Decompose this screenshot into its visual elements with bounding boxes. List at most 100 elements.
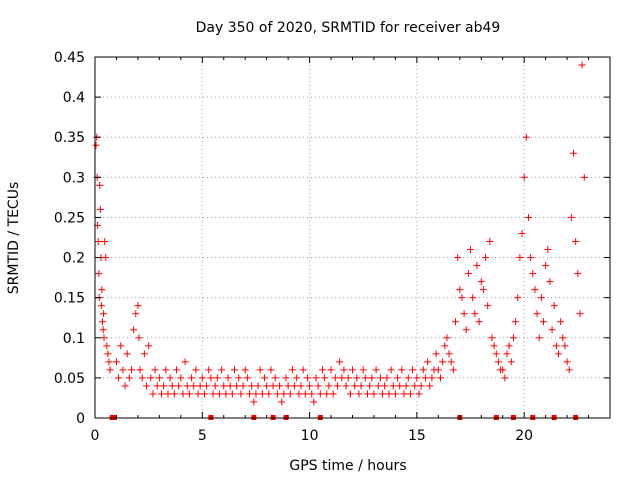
data-point bbox=[454, 254, 462, 262]
data-point bbox=[92, 141, 100, 149]
data-point bbox=[282, 374, 290, 382]
data-point bbox=[265, 390, 273, 398]
data-point bbox=[312, 374, 320, 382]
data-point bbox=[563, 358, 571, 366]
data-point bbox=[462, 326, 470, 334]
data-point bbox=[419, 366, 427, 374]
data-point bbox=[548, 326, 556, 334]
data-point bbox=[509, 334, 517, 342]
data-point bbox=[252, 390, 260, 398]
data-point bbox=[570, 149, 578, 157]
data-point bbox=[136, 366, 144, 374]
data-point bbox=[381, 382, 389, 390]
data-point bbox=[97, 302, 105, 310]
data-point bbox=[286, 390, 294, 398]
x-tick-label: 20 bbox=[515, 428, 533, 444]
data-point bbox=[346, 390, 354, 398]
data-point bbox=[329, 390, 337, 398]
data-point bbox=[224, 374, 232, 382]
data-point bbox=[561, 342, 569, 350]
data-point bbox=[228, 390, 236, 398]
data-point bbox=[539, 318, 547, 326]
data-point bbox=[273, 390, 281, 398]
chart-title: Day 350 of 2020, SRMTID for receiver ab4… bbox=[196, 20, 501, 36]
data-point bbox=[357, 382, 365, 390]
data-point bbox=[520, 173, 528, 181]
data-point bbox=[535, 334, 543, 342]
data-point bbox=[415, 390, 423, 398]
data-point bbox=[100, 310, 108, 318]
data-point bbox=[379, 390, 387, 398]
data-point bbox=[353, 374, 361, 382]
data-point bbox=[557, 318, 565, 326]
y-tick-label: 0.1 bbox=[63, 331, 85, 347]
data-point bbox=[396, 382, 404, 390]
data-point bbox=[248, 382, 256, 390]
data-point bbox=[351, 382, 359, 390]
data-point bbox=[230, 366, 238, 374]
data-point bbox=[376, 374, 384, 382]
data-point bbox=[151, 366, 159, 374]
data-point bbox=[162, 366, 170, 374]
data-point bbox=[531, 286, 539, 294]
data-point bbox=[246, 390, 253, 398]
data-point bbox=[527, 254, 535, 262]
data-point bbox=[100, 334, 108, 342]
data-point bbox=[269, 382, 277, 390]
data-point bbox=[366, 382, 374, 390]
data-point bbox=[261, 374, 269, 382]
data-point bbox=[130, 326, 138, 334]
data-point bbox=[143, 382, 150, 390]
data-point bbox=[494, 358, 502, 366]
data-point bbox=[464, 270, 472, 278]
data-point bbox=[99, 326, 107, 334]
data-point bbox=[125, 374, 133, 382]
data-point bbox=[192, 366, 200, 374]
data-point bbox=[112, 358, 120, 366]
data-point bbox=[484, 302, 492, 310]
data-point bbox=[436, 374, 444, 382]
data-point bbox=[456, 286, 464, 294]
y-tick-label: 0 bbox=[76, 411, 85, 427]
data-point bbox=[166, 374, 174, 382]
data-point bbox=[458, 294, 466, 302]
data-point bbox=[499, 366, 507, 374]
data-point bbox=[443, 334, 451, 342]
data-point bbox=[250, 398, 258, 406]
data-point bbox=[256, 366, 264, 374]
data-point bbox=[565, 366, 573, 374]
data-point bbox=[529, 270, 537, 278]
data-point bbox=[205, 366, 213, 374]
data-point bbox=[243, 374, 251, 382]
data-point bbox=[96, 205, 104, 213]
data-point bbox=[445, 350, 453, 358]
data-point bbox=[514, 294, 522, 302]
data-point bbox=[559, 334, 567, 342]
plot-frame bbox=[94, 56, 611, 419]
data-point bbox=[297, 382, 305, 390]
data-point bbox=[299, 366, 307, 374]
y-tick-label: 0.05 bbox=[54, 371, 85, 387]
data-point bbox=[213, 374, 221, 382]
data-point bbox=[103, 342, 111, 350]
data-point bbox=[121, 382, 129, 390]
data-point bbox=[101, 238, 109, 246]
data-point bbox=[488, 334, 496, 342]
data-point bbox=[338, 374, 346, 382]
data-point bbox=[349, 366, 356, 374]
data-point bbox=[482, 254, 490, 262]
data-point bbox=[314, 382, 322, 390]
y-tick-label: 0.3 bbox=[63, 170, 85, 186]
y-tick-label: 0.45 bbox=[54, 50, 85, 66]
data-point bbox=[160, 382, 168, 390]
data-point bbox=[308, 390, 316, 398]
data-point bbox=[477, 278, 485, 286]
data-point bbox=[102, 254, 110, 262]
data-point bbox=[486, 238, 494, 246]
data-point bbox=[239, 382, 247, 390]
data-point bbox=[364, 390, 372, 398]
data-point bbox=[175, 382, 183, 390]
data-point bbox=[119, 366, 127, 374]
data-point bbox=[267, 366, 275, 374]
data-point bbox=[284, 382, 292, 390]
